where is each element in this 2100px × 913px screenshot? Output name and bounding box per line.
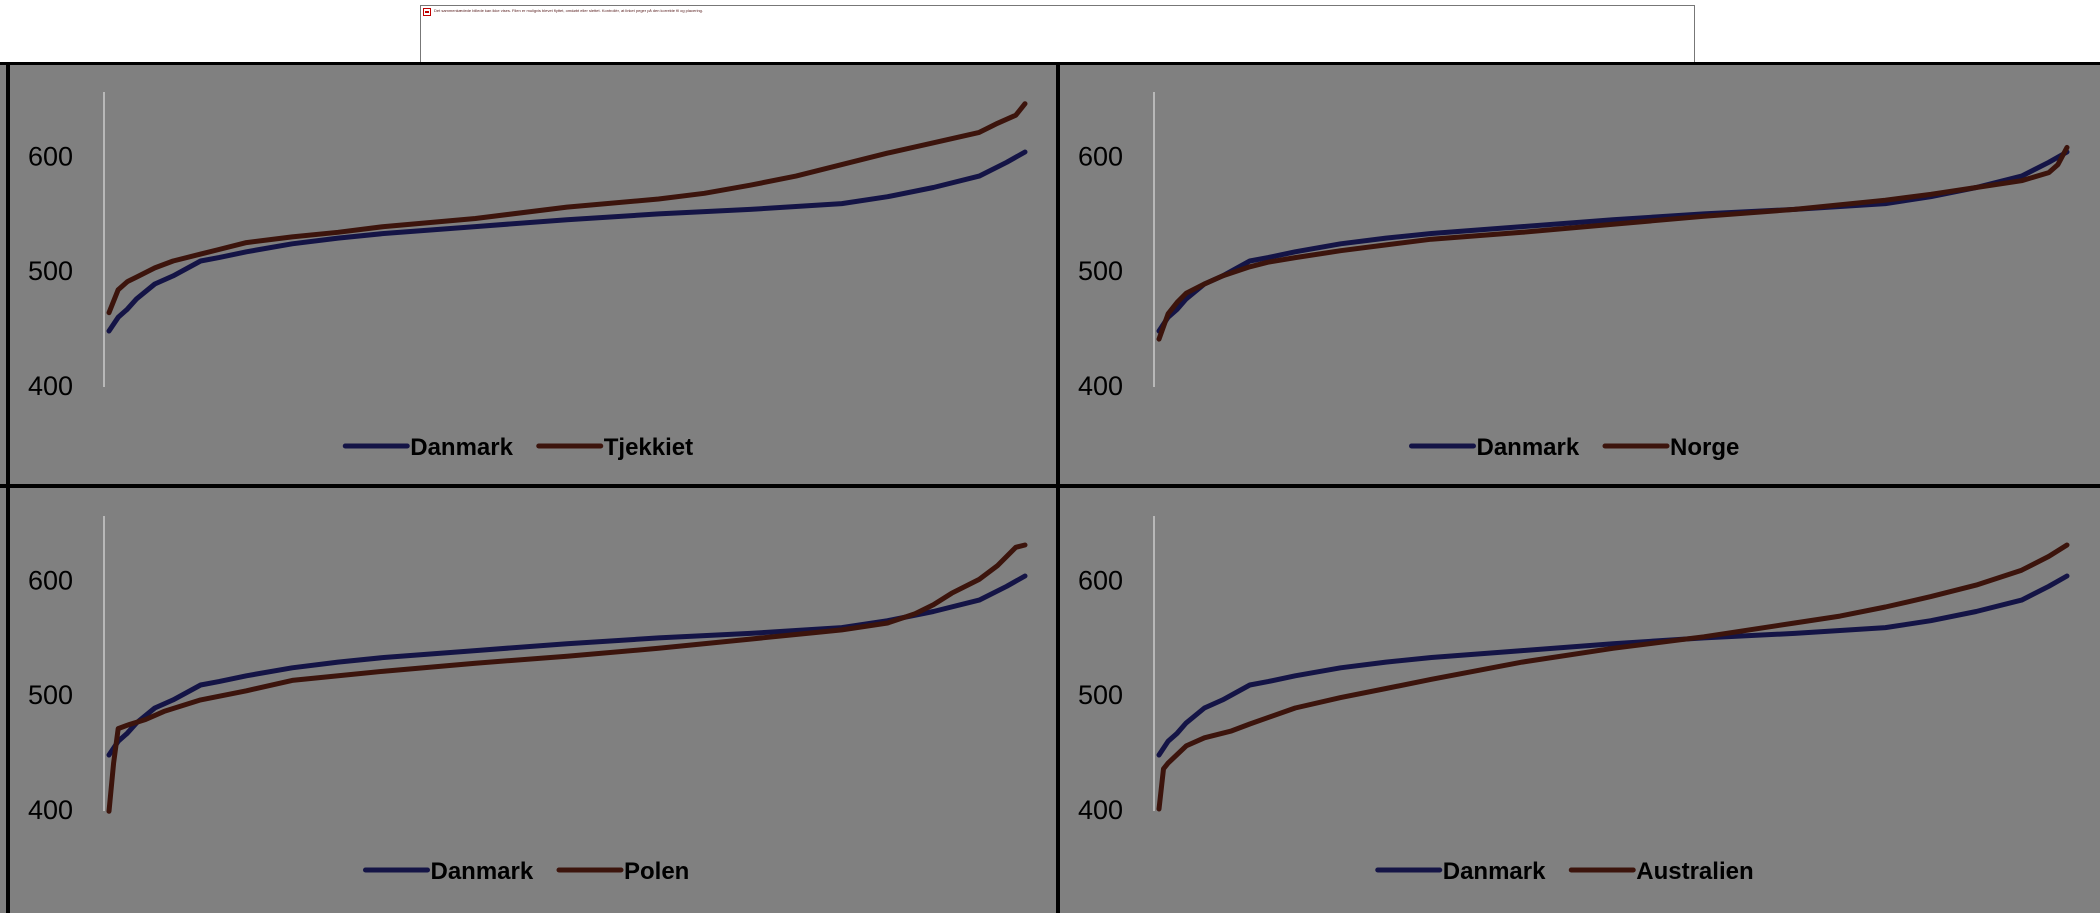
comparison-chart-grid: 600 500 400 Danmark Tjekkiet 600 500 400 Danmark… xyxy=(0,62,2100,913)
legend-label-danmark: Danmark xyxy=(1443,858,1546,885)
series-line-danmark xyxy=(1156,573,2070,758)
series-line-danmark xyxy=(106,149,1028,334)
series-line-polen xyxy=(106,542,1028,814)
y-tick-label: 400 xyxy=(28,371,73,401)
y-tick-label: 500 xyxy=(1078,256,1123,286)
chart-panel-2: 600 500 400 Danmark Norge xyxy=(1078,92,2070,461)
legend-label-polen: Polen xyxy=(624,858,689,885)
y-tick-label: 600 xyxy=(1078,565,1123,595)
y-tick-label: 500 xyxy=(1078,680,1123,710)
legend-label-tjekkiet: Tjekkiet xyxy=(604,434,693,461)
broken-image-placeholder: Det sammenkædede billede kan ikke vises.… xyxy=(420,5,1695,63)
legend-label-australien: Australien xyxy=(1636,858,1753,885)
y-tick-label: 500 xyxy=(28,680,73,710)
broken-image-icon xyxy=(423,8,431,16)
series-line-tjekkiet xyxy=(106,101,1028,316)
chart-panel-1: 600 500 400 Danmark Tjekkiet xyxy=(28,92,1028,461)
y-tick-label: 500 xyxy=(28,256,73,286)
y-tick-label: 400 xyxy=(1078,371,1123,401)
legend-label-norge: Norge xyxy=(1670,434,1739,461)
y-tick-label: 600 xyxy=(28,141,73,171)
y-tick-label: 400 xyxy=(28,795,73,825)
broken-image-message: Det sammenkædede billede kan ikke vises.… xyxy=(434,8,704,13)
chart-panel-3: 600 500 400 Danmark Polen xyxy=(28,516,1028,885)
y-tick-label: 400 xyxy=(1078,795,1123,825)
legend-label-danmark: Danmark xyxy=(431,858,534,885)
legend-label-danmark: Danmark xyxy=(410,434,513,461)
series-line-australien xyxy=(1156,542,2070,812)
chart-panel-4: 600 500 400 Danmark Australien xyxy=(1078,516,2070,885)
series-line-norge xyxy=(1156,144,2070,342)
y-tick-label: 600 xyxy=(1078,141,1123,171)
y-tick-label: 600 xyxy=(28,565,73,595)
chart-grid-svg: 600 500 400 Danmark Tjekkiet 600 500 400 Danmark… xyxy=(0,62,2100,913)
legend-label-danmark: Danmark xyxy=(1477,434,1580,461)
